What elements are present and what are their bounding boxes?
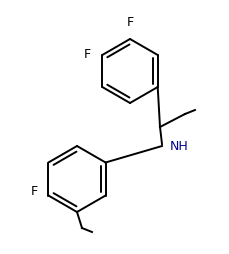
Text: NH: NH [169,139,188,152]
Text: F: F [30,185,37,198]
Text: F: F [84,49,91,61]
Text: F: F [126,16,133,29]
